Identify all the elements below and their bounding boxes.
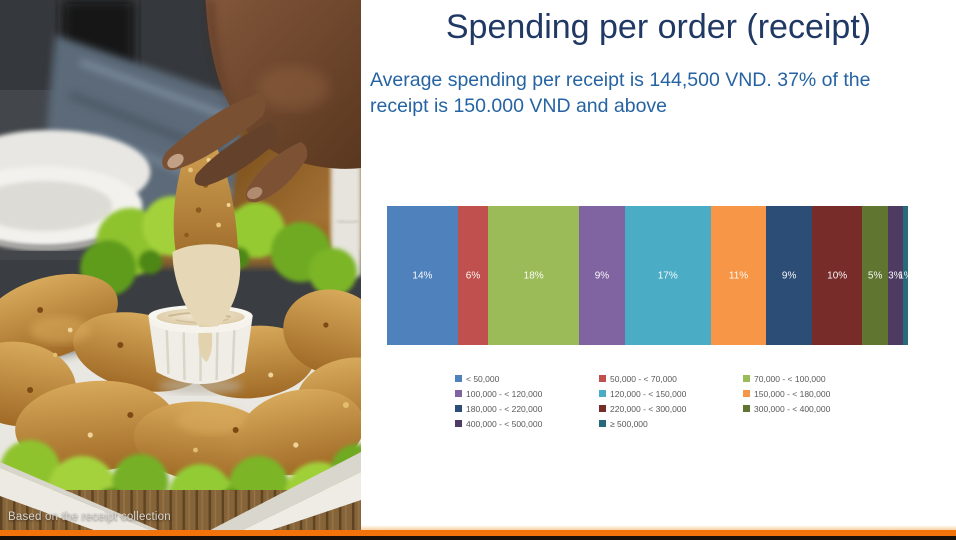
legend-item: 100,000 - < 120,000 <box>455 386 599 401</box>
food-photo-illustration <box>0 0 361 531</box>
legend-label: 70,000 - < 100,000 <box>754 373 826 384</box>
bar-segment-label: 18% <box>523 270 544 281</box>
bar-segment: 6% <box>457 206 489 345</box>
legend-item: 400,000 - < 500,000 <box>455 416 599 431</box>
legend-swatch <box>743 375 750 382</box>
chart-legend: < 50,000 50,000 - < 70,000 70,000 - < 100,… <box>455 371 887 431</box>
footer-glow <box>361 525 956 530</box>
slide-content: Spending per order (receipt) Average spe… <box>361 0 956 531</box>
legend-label: 150,000 - < 180,000 <box>754 388 831 399</box>
page-title: Spending per order (receipt) <box>445 8 872 46</box>
legend-item: 150,000 - < 180,000 <box>743 386 887 401</box>
legend-item: 220,000 - < 300,000 <box>599 401 743 416</box>
bar-segment-label: 1% <box>898 270 913 281</box>
bar-segment-label: 11% <box>728 270 749 281</box>
legend-item: 120,000 - < 150,000 <box>599 386 743 401</box>
bar-segment: 11% <box>710 206 767 345</box>
footer-orange-bar <box>0 530 956 536</box>
legend-item: 70,000 - < 100,000 <box>743 371 887 386</box>
legend-item: < 50,000 <box>455 371 599 386</box>
legend-swatch <box>455 375 462 382</box>
legend-swatch <box>599 420 606 427</box>
stacked-bar-chart: 14% 6% 18% 9% 17% 11% 9% 10% 5% 3% 1% <box>387 206 913 345</box>
bar-segment: 5% <box>862 206 888 345</box>
photo-caption: Based on the receipt collection <box>8 511 171 523</box>
legend-label: 100,000 - < 120,000 <box>466 388 543 399</box>
legend-swatch <box>455 390 462 397</box>
legend-label: 220,000 - < 300,000 <box>610 403 687 414</box>
bar-segment: 14% <box>387 206 458 345</box>
legend-swatch <box>455 420 462 427</box>
bar-segment: 3% <box>887 206 903 345</box>
legend-swatch <box>599 390 606 397</box>
footer-dark-bar <box>0 536 956 540</box>
legend-swatch <box>743 390 750 397</box>
legend-item: 300,000 - < 400,000 <box>743 401 887 416</box>
bar-segment-label: 17% <box>657 270 678 281</box>
footer-accent-bar <box>0 525 956 540</box>
legend-label: 50,000 - < 70,000 <box>610 373 677 384</box>
bar-segment: 9% <box>766 206 812 345</box>
bar-segment: 10% <box>811 206 863 345</box>
legend-item: 50,000 - < 70,000 <box>599 371 743 386</box>
legend-item: 180,000 - < 220,000 <box>455 401 599 416</box>
legend-label: < 50,000 <box>466 373 500 384</box>
legend-swatch <box>743 405 750 412</box>
legend-label: 400,000 - < 500,000 <box>466 418 543 429</box>
bar-segment: 18% <box>488 206 580 345</box>
legend-swatch <box>455 405 462 412</box>
legend-item: ≥ 500,000 <box>599 416 743 431</box>
legend-label: 120,000 - < 150,000 <box>610 388 687 399</box>
bar-segment: 9% <box>579 206 625 345</box>
bar-segment: 1% <box>898 206 913 345</box>
bar-segment-label: 3% <box>888 270 903 281</box>
legend-label: 180,000 - < 220,000 <box>466 403 543 414</box>
legend-label: ≥ 500,000 <box>610 418 648 429</box>
bar-segment-label: 9% <box>594 270 610 281</box>
legend-swatch <box>599 405 606 412</box>
bar-segment: 17% <box>624 206 711 345</box>
subtitle-text: Average spending per receipt is 144,500 … <box>370 69 871 117</box>
legend-label: 300,000 - < 400,000 <box>754 403 831 414</box>
bar-segment-label: 9% <box>781 270 797 281</box>
food-photo: Based on the receipt collection <box>0 0 361 531</box>
bar-segment-label: 14% <box>412 270 433 281</box>
bar-segment-label: 6% <box>465 270 481 281</box>
bar-segment-label: 5% <box>867 270 883 281</box>
bar-segment-label: 10% <box>827 270 848 281</box>
legend-swatch <box>599 375 606 382</box>
